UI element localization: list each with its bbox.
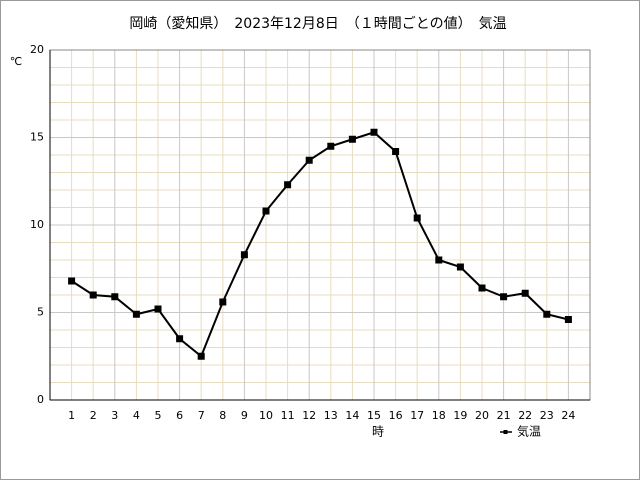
x-tick-label: 2 <box>90 409 97 422</box>
point <box>176 335 184 343</box>
y-tick-label: 5 <box>37 306 44 319</box>
x-tick-label: 19 <box>453 409 467 422</box>
point <box>435 256 443 264</box>
x-tick-label: 20 <box>475 409 489 422</box>
x-tick-label: 17 <box>410 409 424 422</box>
x-tick-label: 3 <box>111 409 118 422</box>
x-tick-label: 21 <box>497 409 511 422</box>
x-tick-label: 23 <box>540 409 554 422</box>
point <box>219 298 227 306</box>
y-tick-label: 10 <box>30 218 44 231</box>
point <box>132 310 140 318</box>
x-tick-label: 15 <box>367 409 381 422</box>
x-tick-label: 8 <box>219 409 226 422</box>
y-tick-label: 0 <box>37 393 44 406</box>
x-label: 時 <box>372 425 384 439</box>
chart-title: 岡崎（愛知県） 2023年12月8日 （１時間ごとの値） 気温 <box>129 15 506 32</box>
x-tick-label: 12 <box>302 409 316 422</box>
x-tick-label: 4 <box>133 409 140 422</box>
point <box>327 142 335 150</box>
point <box>305 156 313 164</box>
x-tick-label: 1 <box>68 409 75 422</box>
point <box>456 263 464 271</box>
point <box>68 277 76 285</box>
x-tick-label: 7 <box>198 409 205 422</box>
x-tick-label: 13 <box>324 409 338 422</box>
point <box>521 289 529 297</box>
x-tick-label: 9 <box>241 409 248 422</box>
point <box>284 181 292 189</box>
x-tick-label: 22 <box>518 409 532 422</box>
x-tick-label: 24 <box>561 409 575 422</box>
point <box>478 284 486 292</box>
legend-marker <box>503 430 508 434</box>
point <box>154 305 162 313</box>
point <box>413 214 421 222</box>
point <box>197 352 205 360</box>
x-tick-label: 11 <box>281 409 295 422</box>
x-tick-label: 18 <box>432 409 446 422</box>
y-tick-label: 20 <box>30 43 44 56</box>
x-tick-label: 6 <box>176 409 183 422</box>
series-line <box>71 131 569 358</box>
point <box>111 293 119 301</box>
point <box>370 128 378 136</box>
x-tick-label: 16 <box>389 409 403 422</box>
x-tick-label: 10 <box>259 409 273 422</box>
point <box>262 207 270 215</box>
legend-label: 気温 <box>517 424 541 439</box>
point <box>348 135 356 143</box>
point <box>543 310 551 318</box>
point <box>500 293 508 301</box>
point <box>564 316 572 323</box>
x-tick-label: 14 <box>345 409 359 422</box>
y-tick-label: 15 <box>30 131 44 144</box>
y-unit: ℃ <box>10 55 22 68</box>
point <box>240 251 248 259</box>
x-tick-label: 5 <box>155 409 162 422</box>
point <box>392 148 400 155</box>
point <box>89 291 97 299</box>
